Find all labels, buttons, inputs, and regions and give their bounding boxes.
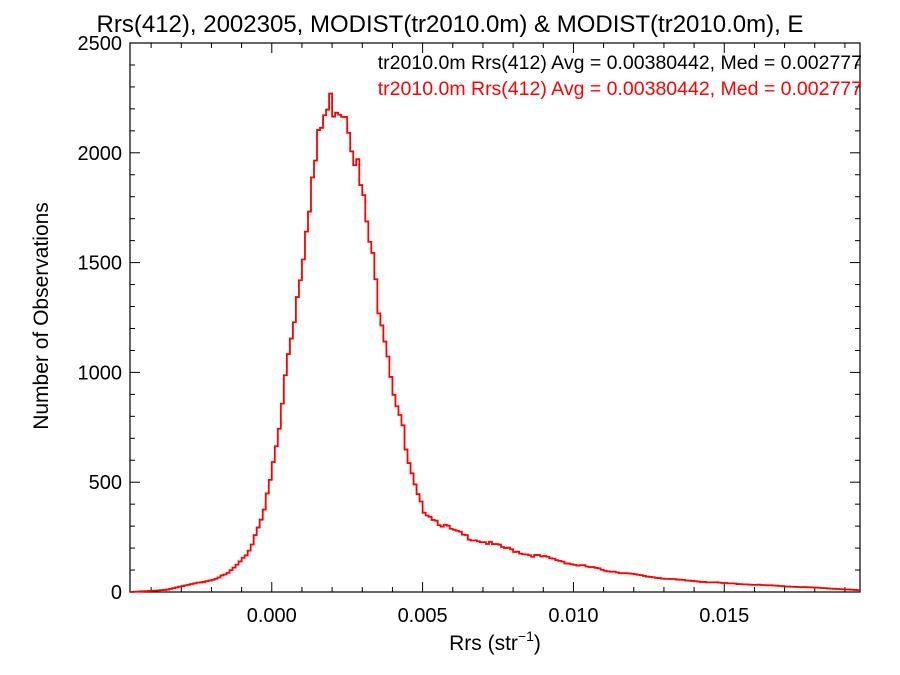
- y-axis-label: Number of Observations: [30, 202, 53, 430]
- axis-tick-labels: 0.000 0.005 0.010 0.015 0 500 1000 1500 2000 2500: [78, 33, 750, 627]
- x-tick-label: 0.015: [699, 605, 749, 627]
- y-tick-label: 1500: [78, 253, 123, 275]
- x-tick-label: 0.010: [548, 605, 598, 627]
- y-tick-label: 0: [111, 582, 122, 604]
- histogram-series-line: [130, 92, 860, 593]
- axis-ticks: [130, 42, 860, 593]
- x-tick-label: 0.000: [247, 605, 297, 627]
- plot-frame: [129, 42, 861, 593]
- x-axis-label-sup: −1: [518, 628, 534, 644]
- chart-title: Rrs(412), 2002305, MODIST(tr2010.0m) & M…: [97, 11, 804, 38]
- x-axis-label-main: Rrs (str: [449, 632, 518, 655]
- y-tick-label: 2000: [78, 143, 123, 165]
- legend-line-2: tr2010.0m Rrs(412) Avg = 0.00380442, Med…: [378, 78, 862, 100]
- x-axis-label: Rrs (str−1): [449, 628, 541, 655]
- series-group: [130, 92, 860, 593]
- y-tick-label: 500: [89, 472, 122, 494]
- y-tick-label: 1000: [78, 362, 123, 384]
- x-tick-label: 0.005: [398, 605, 448, 627]
- x-axis-label-close: ): [534, 632, 541, 655]
- legend-line-1: tr2010.0m Rrs(412) Avg = 0.00380442, Med…: [378, 52, 862, 74]
- y-tick-label: 2500: [78, 33, 123, 55]
